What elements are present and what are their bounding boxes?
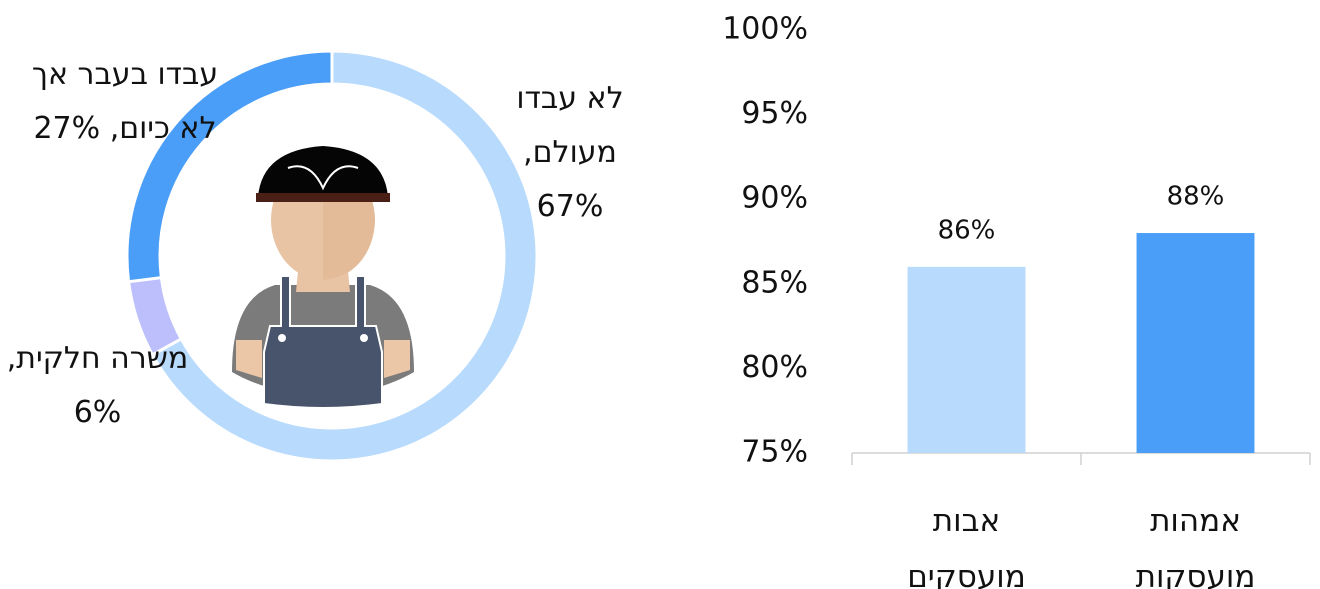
y-tick-label: 85%: [741, 265, 808, 300]
bar-chart: 75% 80% 85% 90% 95% 100% 86% 88%: [722, 12, 1310, 470]
button: [360, 334, 368, 342]
y-tick-label: 95%: [741, 96, 808, 131]
x-tick-label: אמהות מועסקות: [1116, 493, 1276, 589]
value-label: 27%: [33, 111, 100, 146]
y-tick-label: 90%: [741, 181, 808, 216]
hat-brim: [256, 193, 390, 202]
bar: [1137, 233, 1255, 453]
page: {"chart_data": [ {"type": "pie", "catego…: [0, 0, 1320, 589]
value-label: 67%: [537, 189, 604, 224]
button: [278, 334, 286, 342]
value-label: 88%: [1167, 182, 1225, 212]
data-label: עבדו בעבר אך לא כיום, 27%: [25, 48, 225, 156]
category-label: לא עבדו מעולם,: [516, 81, 623, 170]
bar: [908, 267, 1026, 453]
y-tick-label: 75%: [741, 435, 808, 470]
value-label: 6%: [74, 395, 122, 430]
value-label: 86%: [938, 215, 996, 245]
y-tick-label: 80%: [741, 350, 808, 385]
data-label: משרה חלקית, 6%: [0, 332, 195, 440]
x-tick-label: אבות מועסקים: [887, 493, 1047, 589]
category-label: משרה חלקית,: [7, 341, 189, 376]
data-label: לא עבדו מעולם, 67%: [485, 72, 655, 234]
worker-icon: [232, 146, 414, 408]
y-tick-label: 100%: [722, 12, 808, 47]
